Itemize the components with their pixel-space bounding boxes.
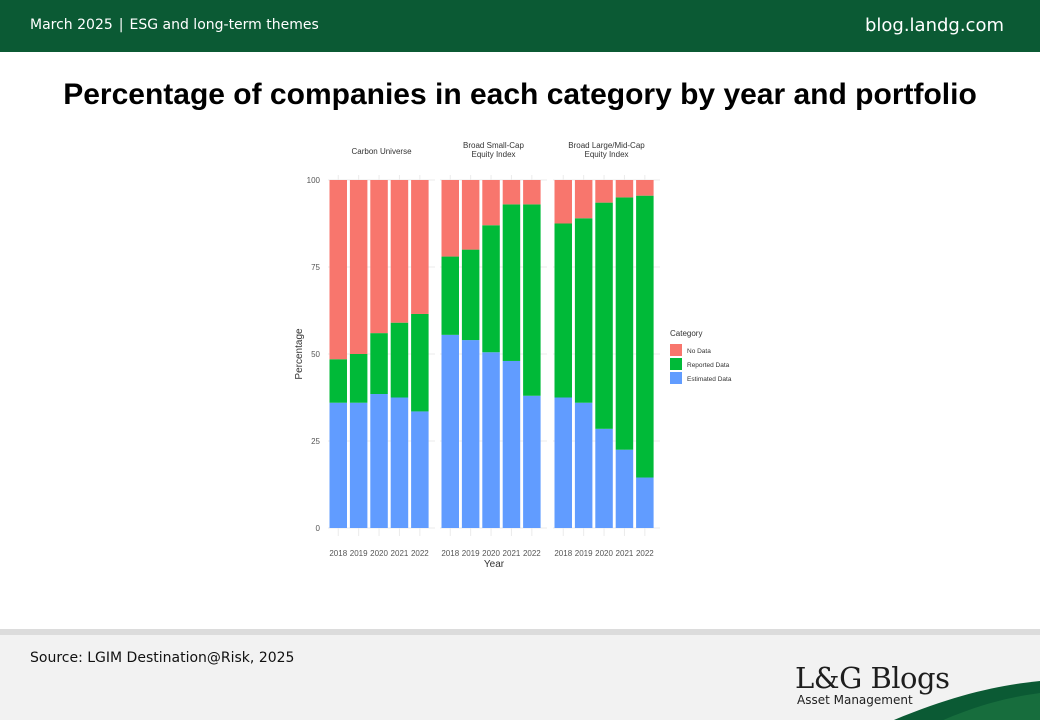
bar-segment-reported-data [329, 359, 347, 403]
bar-segment-reported-data [482, 225, 500, 353]
banner-separator: | [118, 17, 124, 33]
bar-segment-reported-data [595, 202, 613, 429]
x-tick-label: 2019 [350, 549, 368, 558]
bar-segment-estimated-data [523, 395, 541, 528]
bar-segment-reported-data [349, 354, 368, 403]
legend-title: Category [670, 329, 702, 338]
site-link[interactable]: blog.landg.com [864, 15, 1004, 36]
bar-segment-no-data [615, 180, 634, 198]
panel-title: Carbon Universe [351, 147, 412, 156]
bar-segment-reported-data [574, 218, 593, 403]
legend-swatch [670, 372, 682, 384]
legend-label: Reported Data [687, 362, 730, 369]
bar-segment-reported-data [523, 204, 541, 396]
bar-segment-reported-data [370, 333, 388, 395]
bar-segment-no-data [574, 180, 593, 219]
legend-label: Estimated Data [687, 376, 732, 383]
bar-segment-reported-data [615, 197, 634, 450]
x-tick-label: 2020 [370, 549, 388, 558]
bar-segment-estimated-data [370, 394, 388, 528]
x-tick-label: 2021 [503, 549, 521, 558]
bar-segment-estimated-data [461, 340, 480, 528]
green-swoosh-decoration [893, 681, 1040, 720]
bar-segment-no-data [461, 180, 480, 250]
bar-segment-estimated-data [636, 477, 654, 528]
x-tick-label: 2018 [554, 549, 572, 558]
panel-title: Broad Small-Cap [463, 141, 524, 150]
bar-segment-no-data [370, 180, 388, 334]
legend-swatch [670, 358, 682, 370]
x-tick-label: 2021 [391, 549, 409, 558]
bar-segment-no-data [390, 180, 409, 323]
bar-segment-estimated-data [411, 411, 429, 528]
y-tick-label: 50 [311, 350, 320, 359]
x-tick-label: 2019 [575, 549, 593, 558]
x-tick-label: 2018 [329, 549, 347, 558]
footer: Source: LGIM Destination@Risk, 2025 L&G … [0, 629, 1040, 720]
page-title: Percentage of companies in each category… [63, 78, 977, 111]
x-axis-label: Year [484, 559, 505, 570]
bar-segment-estimated-data [595, 428, 613, 528]
x-tick-label: 2021 [616, 549, 634, 558]
bar-segment-no-data [595, 180, 613, 203]
banner-topic[interactable]: ESG and long-term themes [129, 17, 319, 33]
bar-segment-reported-data [390, 322, 409, 398]
x-tick-label: 2022 [411, 549, 429, 558]
y-tick-label: 75 [311, 263, 320, 272]
x-tick-label: 2022 [523, 549, 541, 558]
x-tick-label: 2020 [482, 549, 500, 558]
bar-segment-no-data [523, 180, 541, 205]
bar-segment-reported-data [502, 204, 521, 361]
y-tick-label: 0 [316, 524, 321, 533]
y-tick-label: 25 [311, 437, 320, 446]
bar-segment-estimated-data [554, 397, 572, 528]
bar-segment-estimated-data [615, 449, 634, 528]
source-note: Source: LGIM Destination@Risk, 2025 [30, 650, 295, 666]
bar-segment-estimated-data [349, 402, 368, 528]
y-axis-label: Percentage [294, 328, 305, 380]
bar-segment-estimated-data [390, 397, 409, 528]
legend-swatch [670, 344, 682, 356]
bar-segment-estimated-data [441, 334, 459, 528]
top-banner: March 2025 | ESG and long-term themes blog… [0, 0, 1040, 52]
lg-blogs-logo[interactable]: L&G Blogs [795, 661, 950, 695]
legend-label: No Data [687, 348, 711, 355]
panel-title: Equity Index [471, 150, 515, 159]
panel-title: Equity Index [584, 150, 628, 159]
bar-segment-no-data [482, 180, 500, 226]
x-tick-label: 2018 [441, 549, 459, 558]
bar-segment-reported-data [461, 249, 480, 341]
bar-segment-no-data [554, 180, 572, 224]
bar-segment-no-data [329, 180, 347, 360]
bar-segment-no-data [349, 180, 368, 354]
bar-segment-estimated-data [329, 402, 347, 528]
bar-segment-estimated-data [502, 360, 521, 528]
x-tick-label: 2019 [462, 549, 480, 558]
bar-segment-no-data [636, 180, 654, 196]
banner-date: March 2025 [30, 17, 113, 33]
bar-segment-estimated-data [574, 402, 593, 528]
y-tick-label: 100 [307, 176, 321, 185]
panel-title: Broad Large/Mid-Cap [568, 141, 645, 150]
bar-segment-no-data [502, 180, 521, 205]
bar-segment-reported-data [636, 195, 654, 478]
bar-segment-reported-data [554, 223, 572, 398]
bar-segment-reported-data [411, 313, 429, 412]
logo-subtitle: Asset Management [797, 693, 913, 707]
bar-segment-no-data [441, 180, 459, 257]
bar-segment-no-data [411, 180, 429, 314]
bar-segment-reported-data [441, 256, 459, 335]
bar-segment-estimated-data [482, 352, 500, 528]
banner-meta: March 2025 | ESG and long-term themes [30, 17, 319, 33]
x-tick-label: 2020 [595, 549, 613, 558]
x-tick-label: 2022 [636, 549, 654, 558]
